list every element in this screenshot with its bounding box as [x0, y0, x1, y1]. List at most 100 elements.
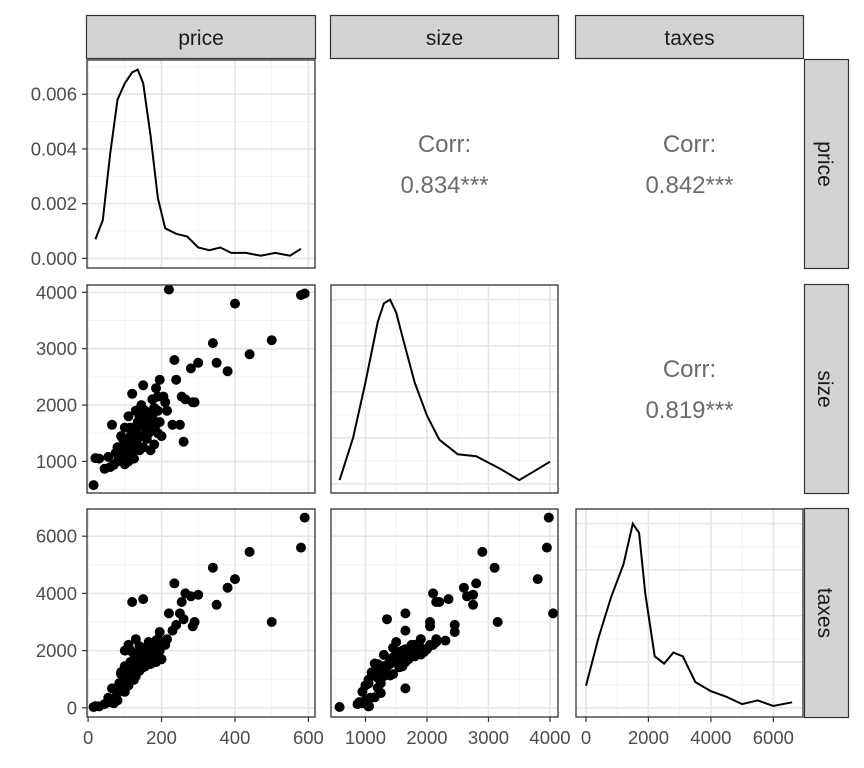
panel-border [86, 508, 316, 718]
scatter-point [129, 648, 139, 659]
scatter-point [541, 542, 552, 553]
scatter-point [152, 391, 163, 402]
density-curve-size [338, 298, 551, 482]
y-tick-label-size: 3000 [36, 338, 77, 359]
scatter-point [174, 419, 185, 430]
scatter-point [189, 617, 200, 627]
scatter-point [363, 674, 374, 685]
scatter-point [230, 574, 240, 585]
scatter-point [152, 405, 163, 416]
x-tick-label-size: 2000 [406, 727, 447, 748]
scatter-point [94, 453, 105, 464]
scatter-point [185, 363, 196, 374]
corr-taxes-price: Corr: 0.842*** [645, 131, 733, 199]
strip-label-size-right: size [813, 370, 836, 407]
scatter-point [489, 562, 500, 573]
corr-label: Corr: [663, 131, 716, 158]
scatter-point [125, 436, 136, 447]
y-tick-label-price-density: 0.002 [31, 193, 77, 214]
scatter-point [400, 683, 411, 694]
x-tick-label-price: 0 [83, 727, 93, 748]
scatter-point [360, 695, 371, 706]
scatter-point [471, 578, 482, 589]
corr-size-price: Corr: 0.834*** [400, 131, 488, 199]
density-curve-price [94, 68, 302, 257]
scatter-point [230, 298, 240, 309]
scatter-point [431, 634, 442, 645]
scatter-point [244, 349, 255, 360]
scatter-point [189, 397, 200, 408]
scatter-point [156, 431, 167, 442]
strip-price-right [803, 58, 850, 270]
x-tick-label-taxes: 2000 [628, 727, 669, 748]
x-tick-label-size: 1000 [345, 727, 386, 748]
scatter-point [388, 642, 399, 653]
scatter-point [299, 512, 310, 523]
scatter-point [169, 578, 180, 589]
scatter-panel-price-size [86, 284, 316, 494]
scatter-point [207, 562, 218, 573]
scatter-point [468, 589, 479, 600]
y-tick-label-size: 2000 [36, 395, 77, 416]
panel-border [330, 508, 559, 718]
scatter-point [266, 335, 277, 346]
scatter-point [299, 288, 310, 299]
x-tick-label-price: 400 [220, 727, 251, 748]
y-tick-label-taxes: 2000 [36, 640, 77, 661]
x-tick-label-taxes: 0 [581, 727, 591, 748]
scatter-point [372, 682, 383, 693]
corr-taxes-size: Corr: 0.819*** [645, 356, 733, 424]
scatter-point [266, 617, 277, 627]
strip-label-price-right: price [813, 141, 836, 187]
density-panel-size [330, 284, 559, 494]
scatter-point [369, 667, 380, 678]
scatter-point [163, 284, 174, 295]
scatter-point [171, 374, 182, 385]
strip-label-taxes-right: taxes [813, 588, 836, 638]
scatter-point [449, 619, 460, 630]
scatter-point [112, 695, 123, 706]
scatter-point [138, 380, 149, 391]
scatter-point [193, 589, 204, 600]
scatter-point [382, 614, 392, 625]
scatter-point [244, 546, 255, 557]
strip-taxes-right [803, 507, 850, 719]
scatter-point [543, 512, 554, 523]
scatter-point [477, 546, 488, 557]
y-tick-label-size: 4000 [36, 282, 77, 303]
strip-label-size-top: size [426, 27, 463, 50]
scatter-point [440, 635, 451, 646]
scatter-point [143, 408, 154, 419]
scatter-point [152, 634, 163, 645]
scatter-point [127, 597, 138, 607]
scatter-point [88, 480, 99, 491]
scatter-point [136, 431, 147, 442]
scatter-point [334, 702, 345, 712]
scatter-point [178, 436, 189, 447]
scatter-point [154, 374, 165, 385]
scatter-point [532, 574, 543, 585]
scatter-point [193, 357, 204, 368]
scatter-point [296, 542, 306, 553]
panel-border [330, 284, 559, 494]
corr-value: 0.819*** [645, 397, 733, 424]
scatter-point [372, 659, 383, 670]
x-tick-label-taxes: 6000 [753, 727, 794, 748]
scatter-point [211, 599, 222, 610]
scatter-point [151, 383, 161, 394]
scatter-point [222, 366, 233, 377]
scatter-point [134, 641, 145, 652]
corr-label: Corr: [418, 131, 471, 158]
scatter-point [382, 659, 392, 670]
scatter-point [400, 657, 411, 668]
scatter-point [163, 608, 174, 619]
y-tick-label-price-density: 0.004 [31, 138, 77, 159]
scatter-point [378, 649, 389, 660]
scatter-point [207, 338, 218, 349]
plot-panels [86, 59, 804, 718]
scatter-point [129, 425, 139, 436]
scatter-point [149, 439, 160, 450]
density-curve-taxes [585, 521, 793, 708]
strip-label-taxes-top: taxes [664, 27, 714, 50]
